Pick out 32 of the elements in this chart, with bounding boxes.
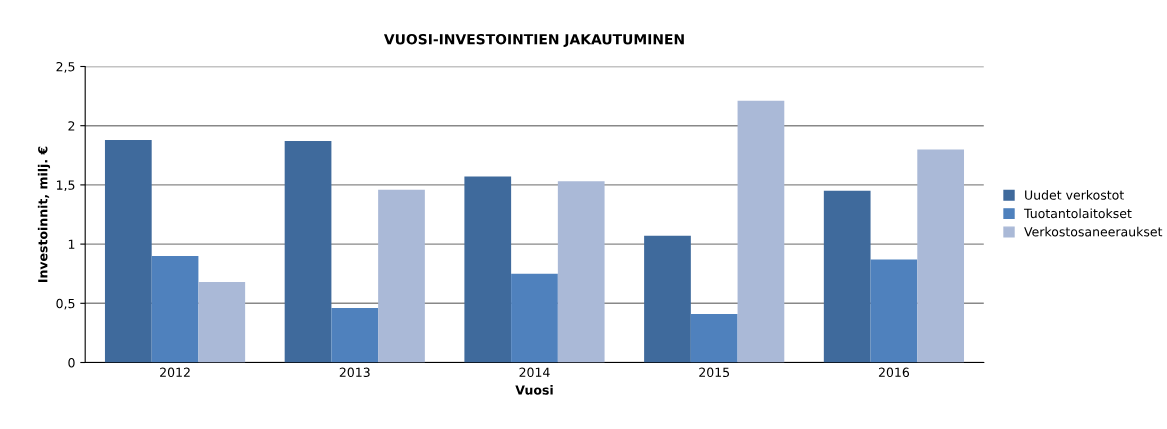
bar [511,273,558,363]
bar [331,308,379,363]
bar [737,100,785,363]
y-tick-label: 0 [68,357,75,368]
bar [151,255,199,363]
y-axis-title: Investoinnit, milj. € [37,146,51,282]
x-axis-title: Vuosi [515,385,553,395]
x-tick-label: 2014 [519,367,550,378]
legend-label: Verkostosaneeraukset [1024,226,1163,237]
bar [690,313,738,363]
y-tick-label: 2 [68,121,75,131]
y-tick-label: 1,5 [56,180,75,192]
legend-label: Tuotantolaitokset [1023,208,1132,219]
bar [284,141,332,363]
chart-title: VUOSI-INVESTOINTIEN JAKAUTUMINEN [383,33,684,48]
x-tick-label: 2013 [339,367,370,378]
y-tick-label: 0,5 [56,298,75,310]
y-tick-label: 1 [68,239,75,249]
y-tick-label: 2,5 [56,61,75,73]
bar [464,176,512,363]
x-tick-label: 2012 [160,367,190,378]
bar [644,235,691,363]
legend-label: Uudet verkostot [1025,190,1124,200]
x-tick-label: 2016 [878,367,910,378]
bar [823,190,871,363]
bar [870,259,918,363]
bar [378,189,425,363]
bar [198,281,246,363]
bar [104,139,152,363]
x-tick-label: 2015 [699,367,730,378]
bar [917,149,965,363]
bar [557,181,605,363]
